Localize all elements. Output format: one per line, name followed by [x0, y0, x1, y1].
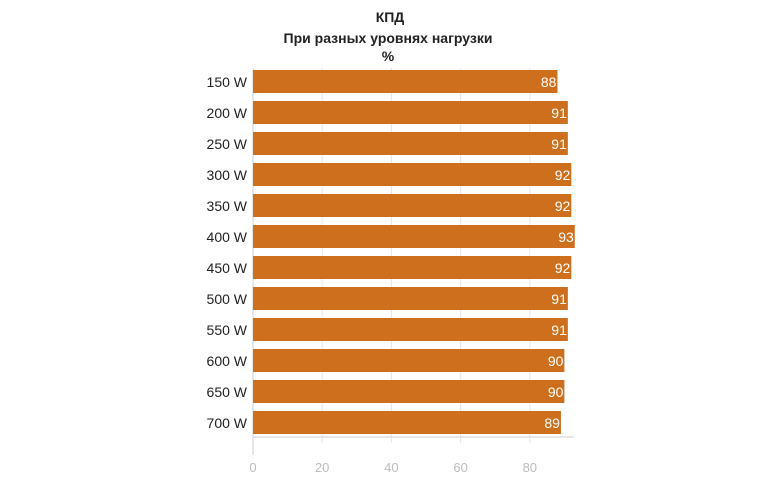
- value-label: 91: [551, 322, 567, 338]
- category-label: 250 W: [207, 136, 248, 152]
- value-label: 92: [555, 198, 571, 214]
- value-label: 91: [551, 105, 567, 121]
- bar-500w: [253, 287, 568, 310]
- chart-unit-label: %: [382, 48, 395, 64]
- value-label: 92: [555, 260, 571, 276]
- value-label: 91: [551, 291, 567, 307]
- category-label: 500 W: [207, 291, 248, 307]
- bar-550w: [253, 318, 568, 341]
- bar-200w: [253, 101, 568, 124]
- bar-600w: [253, 349, 565, 372]
- value-label: 88: [541, 74, 557, 90]
- x-tick-label: 80: [523, 460, 537, 475]
- bars: [253, 70, 575, 434]
- category-label: 450 W: [207, 260, 248, 276]
- bar-400w: [253, 225, 575, 248]
- x-tick-label: 0: [249, 460, 256, 475]
- value-label: 92: [555, 167, 571, 183]
- labels: 0 20 40 60 80 88 150 W 91 200 W 91 250 W 92 300 W 92 3…: [207, 74, 574, 475]
- bar-250w: [253, 132, 568, 155]
- category-label: 150 W: [207, 74, 248, 90]
- bar-650w: [253, 380, 565, 403]
- value-label: 91: [551, 136, 567, 152]
- chart-subtitle: При разных уровнях нагрузки: [284, 30, 493, 46]
- bar-450w: [253, 256, 572, 279]
- category-label: 300 W: [207, 167, 248, 183]
- value-label: 93: [558, 229, 574, 245]
- x-tick-label: 40: [384, 460, 398, 475]
- value-label: 90: [548, 384, 564, 400]
- chart-title: КПД: [376, 9, 405, 25]
- category-label: 600 W: [207, 353, 248, 369]
- value-label: 90: [548, 353, 564, 369]
- category-label: 700 W: [207, 415, 248, 431]
- bar-700w: [253, 411, 561, 434]
- bar-300w: [253, 163, 572, 186]
- value-label: 89: [544, 415, 560, 431]
- category-label: 350 W: [207, 198, 248, 214]
- x-tick-label: 60: [453, 460, 467, 475]
- bar-150w: [253, 70, 558, 93]
- bar-350w: [253, 194, 572, 217]
- category-label: 550 W: [207, 322, 248, 338]
- category-label: 200 W: [207, 105, 248, 121]
- category-label: 400 W: [207, 229, 248, 245]
- x-tick-label: 20: [315, 460, 329, 475]
- category-label: 650 W: [207, 384, 248, 400]
